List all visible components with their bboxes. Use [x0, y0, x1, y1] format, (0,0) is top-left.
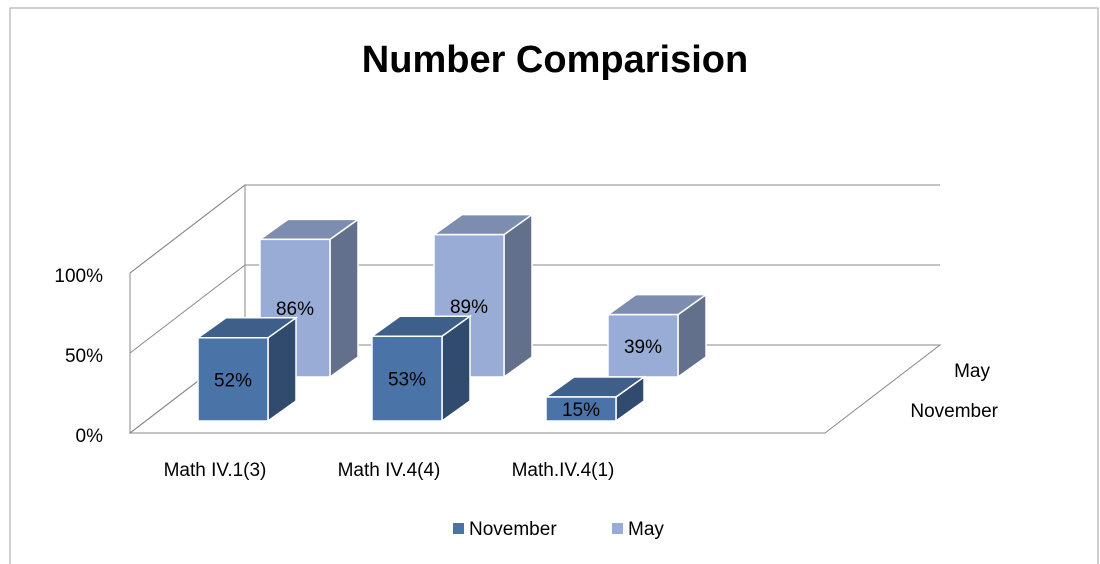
- value-label: 15%: [562, 400, 600, 421]
- grid-line: [129, 264, 940, 354]
- legend-label: November: [469, 519, 557, 540]
- legend-swatch: [612, 523, 623, 534]
- y-tick-label: 100%: [54, 266, 103, 287]
- bar: [605, 293, 709, 379]
- bar-front: [607, 313, 679, 378]
- x-tick-label: Math IV.4(4): [338, 460, 441, 481]
- value-label: 52%: [214, 370, 252, 391]
- bar: [369, 314, 473, 423]
- legend-label: May: [628, 519, 664, 540]
- y-tick-label: 0%: [76, 426, 104, 447]
- x-tick-label: Math IV.1(3): [164, 460, 267, 481]
- bar: [543, 375, 647, 423]
- value-label: 53%: [388, 370, 426, 391]
- x-tick-label: Math.IV.4(1): [512, 460, 615, 481]
- bar-front: [371, 335, 443, 422]
- value-label: 86%: [276, 299, 314, 320]
- bar: [195, 316, 299, 423]
- bar-front: [545, 396, 617, 422]
- bar-side: [329, 217, 359, 379]
- bar-side: [503, 213, 533, 379]
- depth-label: May: [954, 361, 990, 382]
- value-label: 39%: [624, 337, 662, 358]
- depth-label: November: [910, 401, 998, 422]
- value-label: 89%: [450, 297, 488, 318]
- grid-line: [129, 184, 940, 274]
- chart-title: Number Comparision: [362, 39, 748, 81]
- bar-front: [197, 337, 269, 422]
- bar: [431, 213, 535, 379]
- legend-swatch: [453, 523, 464, 534]
- y-tick-label: 50%: [65, 346, 103, 367]
